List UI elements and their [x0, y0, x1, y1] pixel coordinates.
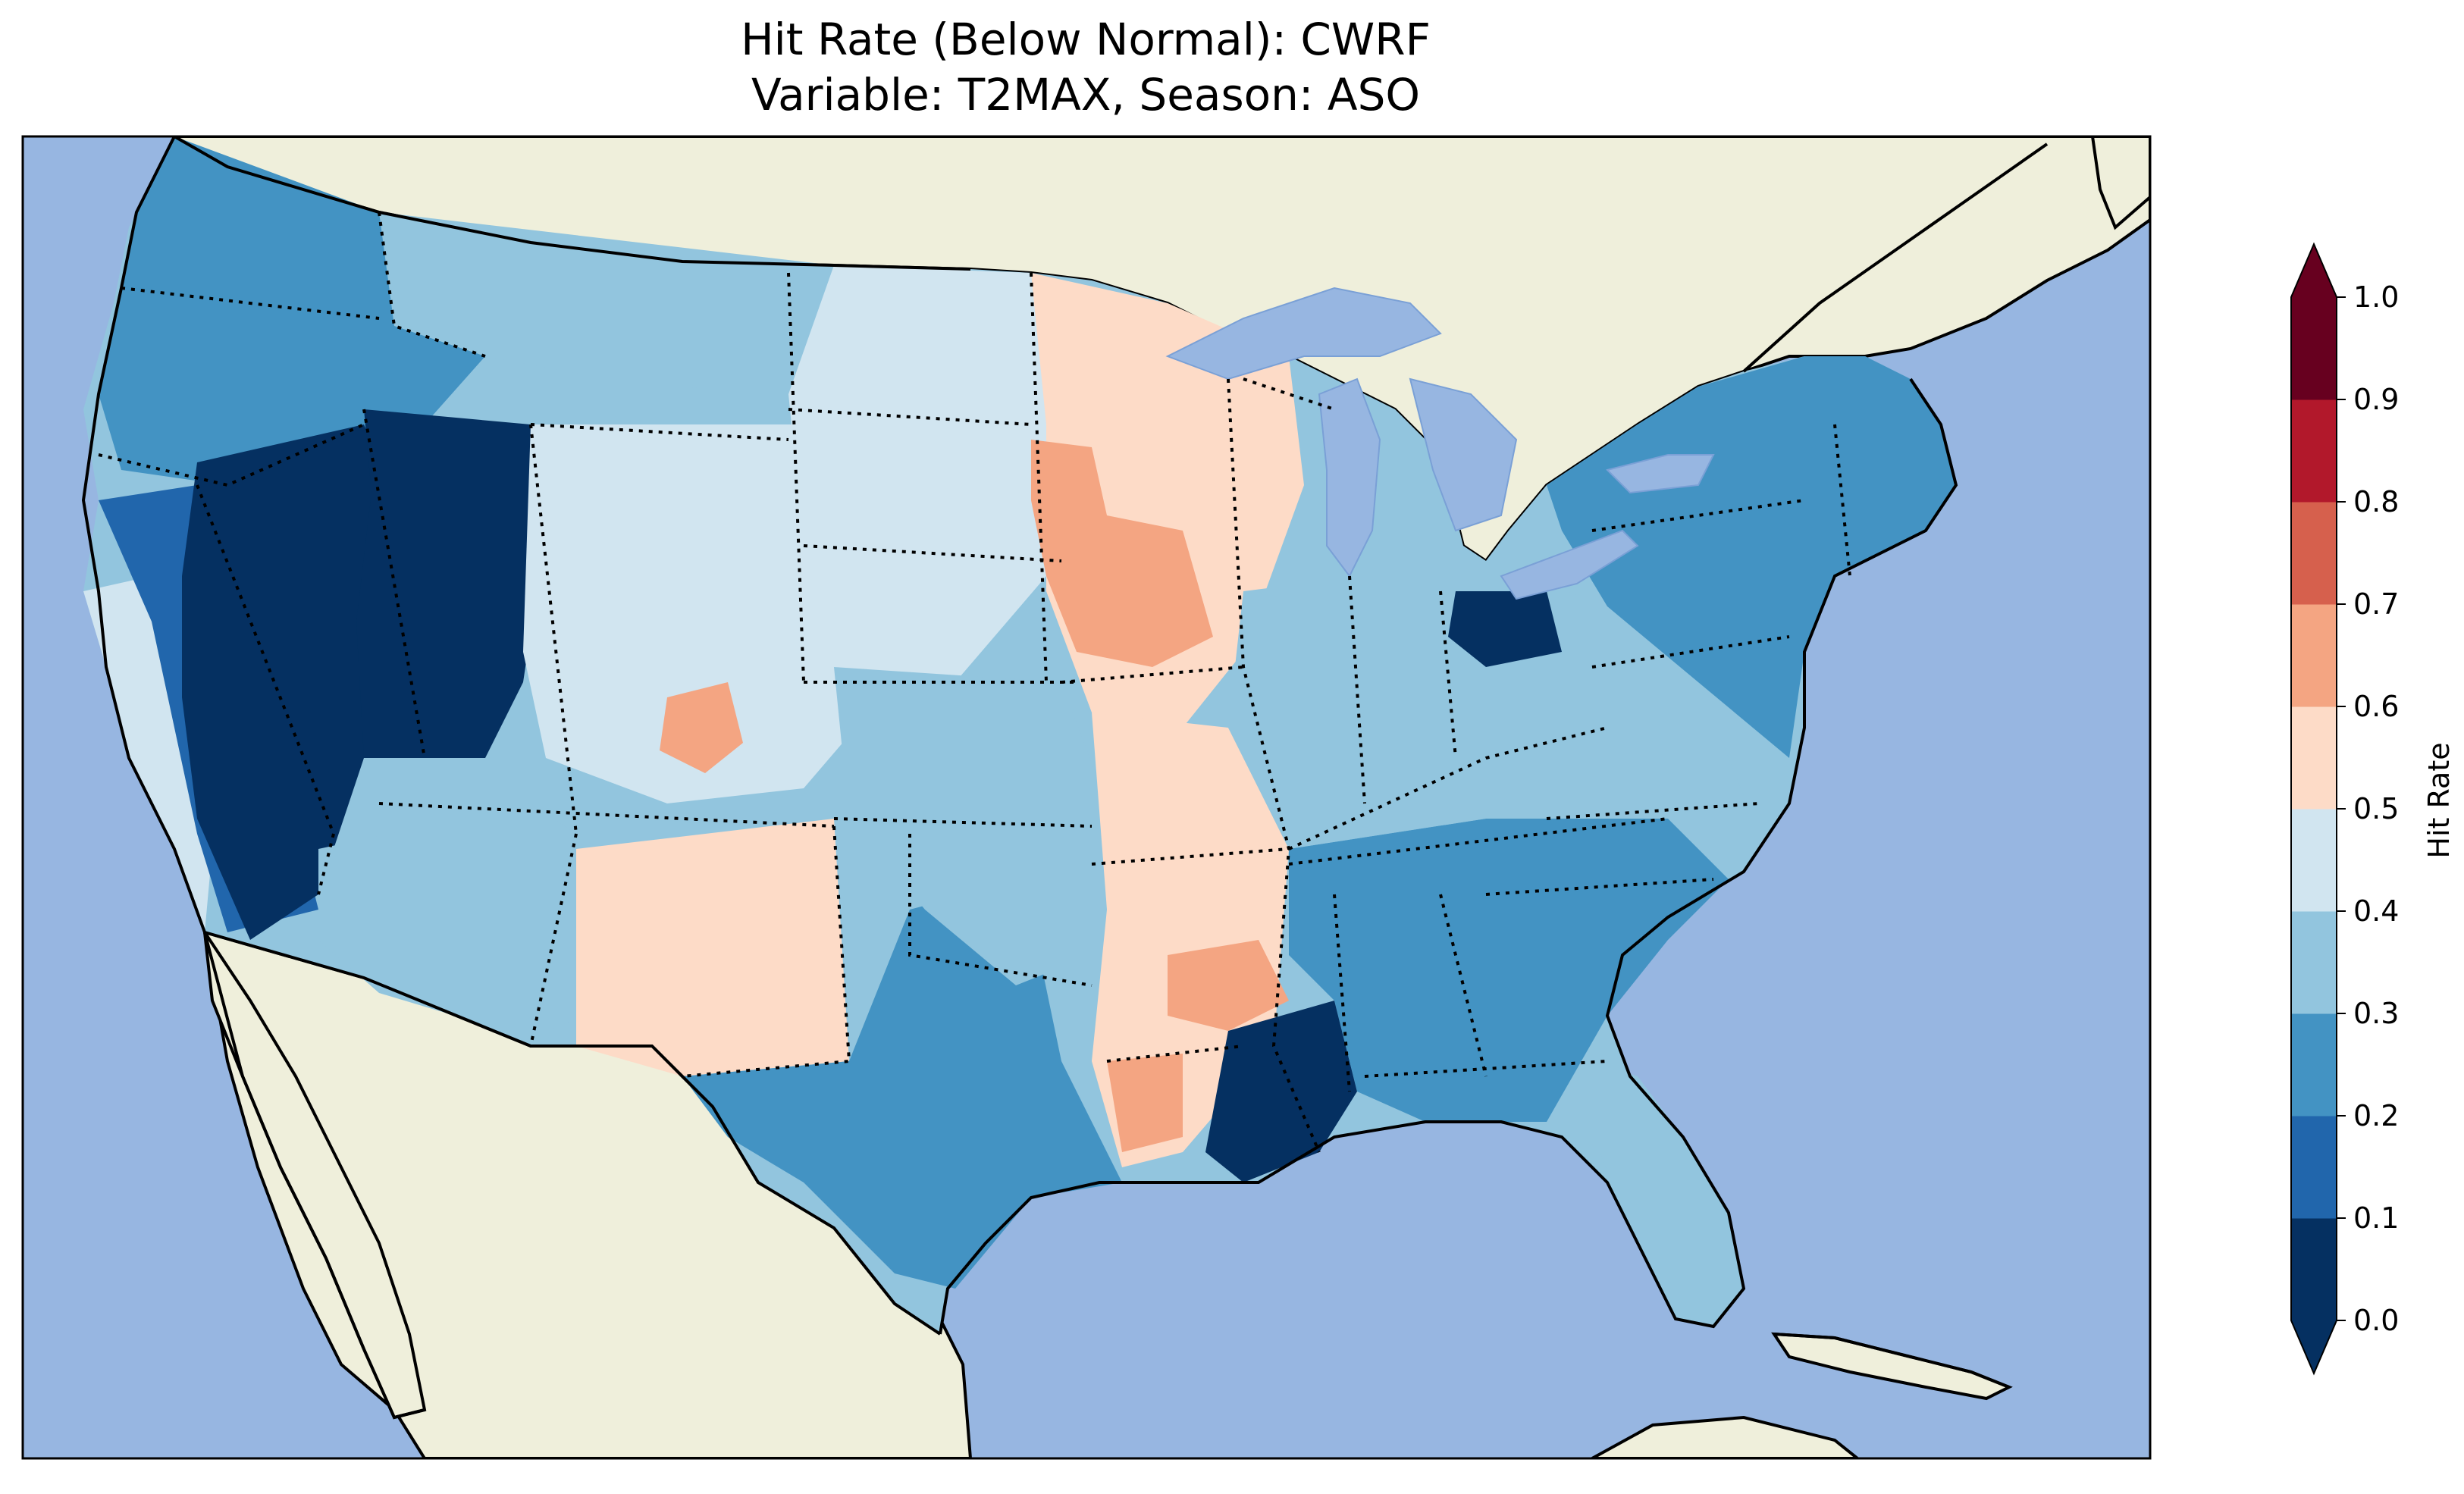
lake-ontario — [1606, 454, 1715, 494]
boundary-ok-tx — [908, 834, 1092, 987]
region-utah — [356, 409, 546, 758]
region-new-mexico — [576, 819, 849, 1076]
boundary-in-oh — [1439, 590, 1457, 759]
colorbar-label: Hit Rate — [2422, 742, 2456, 858]
colorbar-tick-label: 0.3 — [2353, 997, 2399, 1030]
colorbar-bin — [2291, 502, 2337, 605]
baja-coast — [203, 932, 425, 1420]
colorbar-tick-label: 0.9 — [2353, 383, 2399, 416]
map-panel — [23, 136, 2150, 1458]
region-arkansas-hotspot — [1168, 940, 1289, 1031]
region-iowa-hotspot — [1031, 440, 1213, 667]
map-frame — [21, 135, 2152, 1460]
gulf-coast — [939, 377, 1958, 1335]
boundary-sd-ne — [803, 544, 1062, 562]
newfoundland — [2090, 136, 2150, 230]
boundary-carolinas — [1485, 878, 1714, 896]
st-lawrence — [1742, 143, 2049, 373]
boundary-wi-mi — [1243, 377, 1335, 411]
region-great-basin — [182, 424, 409, 940]
region-southeast — [1289, 819, 1729, 1122]
colorbar-bin — [2291, 399, 2337, 503]
region-northern-plains — [788, 265, 1061, 682]
boundary-wy-mt — [530, 423, 789, 441]
great-lakes — [1165, 287, 1715, 600]
colorbar-bin — [2291, 604, 2337, 707]
boundary-or-wa — [121, 287, 380, 320]
region-ohio-valley — [1228, 561, 1744, 849]
boundary-ca-nv — [196, 484, 336, 895]
region-ohio-michigan-hotspot — [1448, 591, 1562, 667]
colorbar-tick-label: 0.4 — [2353, 894, 2399, 928]
colorbar-bin — [2291, 911, 2337, 1014]
colorbar-tick-label: 0.7 — [2353, 587, 2399, 621]
state-boundaries — [98, 211, 1851, 1153]
hit-rate-field — [83, 136, 1956, 1334]
region-florida — [1592, 1061, 1744, 1326]
lake-erie — [1500, 529, 1639, 600]
colorbar-tick-label: 0.0 — [2353, 1304, 2399, 1337]
boundary-al-ga — [1439, 894, 1487, 1077]
land-masses — [171, 136, 2150, 1458]
colorbar-bin — [2291, 1116, 2337, 1219]
boundary-tn-ky — [1288, 817, 1669, 866]
region-colorado-hotspot — [660, 682, 743, 773]
lake-michigan — [1318, 377, 1381, 578]
mexico-border — [204, 931, 942, 1336]
cuba-coast — [1773, 1333, 2010, 1389]
map-title-line1: Hit Rate (Below Normal): CWRF — [741, 14, 1431, 65]
colorbar-tick-label: 1.0 — [2353, 280, 2399, 314]
colorbar: 0.0 0.1 0.2 0.3 0.4 0.5 0.6 0.7 0.8 0.9 1.0 — [2290, 242, 2399, 1376]
colorbar-tick-label: 0.2 — [2353, 1099, 2399, 1132]
boundary-ks-ok — [833, 817, 1092, 828]
region-mississippi-delta — [1205, 1001, 1357, 1182]
colorbar-extend-max — [2291, 244, 2337, 297]
boundary-mo-ar — [1091, 847, 1290, 866]
colorbar-tick-label: 0.6 — [2353, 690, 2399, 723]
boundary-az-nm — [529, 833, 578, 1047]
boundary-pa-ny — [1591, 499, 1805, 532]
boundary-ga-fl — [1364, 1060, 1608, 1078]
region-kansas-oklahoma-band — [834, 667, 1107, 985]
region-pacific-northwest — [99, 136, 485, 485]
boundary-tx-nm — [682, 825, 851, 1078]
boundary-pa-md — [1591, 635, 1790, 669]
boundary-4corners — [378, 802, 835, 828]
boundary-ar-la — [1106, 1045, 1244, 1063]
region-louisiana-east-texas — [1107, 1054, 1183, 1152]
colorbar-tick-label: 0.5 — [2353, 792, 2399, 825]
boundary-il-in — [1348, 575, 1366, 804]
boundary-id-mt — [378, 211, 486, 358]
coastlines — [81, 136, 2049, 1420]
colorbar-bin — [2291, 809, 2337, 912]
colorbar-tick-label: 0.8 — [2353, 485, 2399, 518]
canada-border — [174, 136, 971, 271]
colorbar-bin — [2291, 1013, 2337, 1117]
region-northeast — [1547, 356, 1956, 758]
boundary-ohio-river — [1288, 726, 1608, 850]
boundary-ms-al — [1333, 894, 1351, 1092]
lake-superior — [1165, 287, 1442, 381]
region-arizona-south — [318, 803, 652, 1038]
colorbar-tick-label: 0.1 — [2353, 1201, 2399, 1235]
yucatan — [1591, 1415, 1861, 1458]
boundary-ia-mo — [1061, 666, 1244, 684]
colorbar-bin — [2291, 706, 2337, 810]
boundary-nd-sd — [788, 408, 1032, 426]
map-title-line2: Variable: T2MAX, Season: ASO — [751, 69, 1420, 121]
lake-huron — [1409, 377, 1518, 532]
colorbar-bin — [2291, 297, 2337, 400]
west-coast — [81, 136, 206, 933]
colorbar-extend-min — [2291, 1320, 2337, 1373]
colorbar-bin — [2291, 1218, 2337, 1321]
